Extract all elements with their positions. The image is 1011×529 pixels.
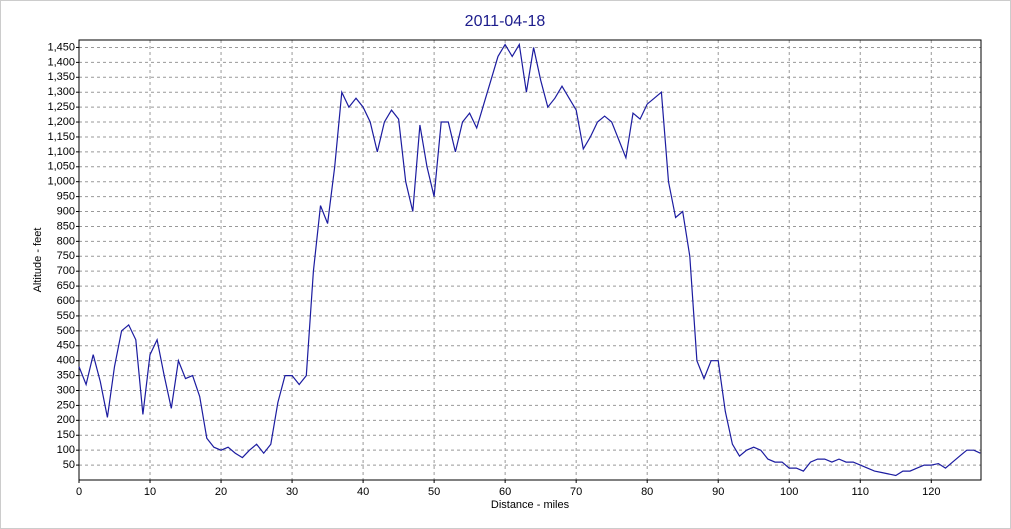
x-axis-label: Distance - miles	[491, 499, 570, 511]
y-tick-label: 650	[57, 280, 75, 292]
chart-title: 2011-04-18	[465, 13, 546, 30]
y-tick-label: 400	[57, 355, 75, 367]
x-tick-label: 10	[144, 486, 156, 498]
y-tick-label: 150	[57, 429, 75, 441]
y-tick-label: 350	[57, 369, 75, 381]
y-tick-label: 300	[57, 384, 75, 396]
y-tick-label: 500	[57, 325, 75, 337]
y-tick-label: 200	[57, 414, 75, 426]
x-tick-label: 110	[851, 486, 869, 498]
y-tick-label: 950	[57, 191, 75, 203]
y-tick-label: 1,200	[47, 116, 75, 128]
x-tick-label: 50	[428, 486, 440, 498]
y-tick-label: 100	[57, 444, 75, 456]
x-tick-label: 100	[780, 486, 798, 498]
y-axis-label: Altitude - feet	[32, 228, 44, 293]
y-tick-label: 1,300	[47, 86, 75, 98]
x-tick-label: 60	[499, 486, 511, 498]
y-tick-label: 1,400	[47, 56, 75, 68]
x-tick-label: 120	[922, 486, 940, 498]
y-tick-label: 1,350	[47, 71, 75, 83]
y-tick-label: 600	[57, 295, 75, 307]
x-tick-label: 30	[286, 486, 298, 498]
y-tick-label: 1,150	[47, 131, 75, 143]
x-tick-label: 40	[357, 486, 369, 498]
x-tick-label: 80	[641, 486, 653, 498]
y-tick-label: 1,450	[47, 41, 75, 53]
y-tick-label: 850	[57, 220, 75, 232]
y-tick-label: 1,250	[47, 101, 75, 113]
y-tick-label: 700	[57, 265, 75, 277]
y-tick-label: 550	[57, 310, 75, 322]
y-tick-label: 1,050	[47, 161, 75, 173]
x-tick-label: 70	[570, 486, 582, 498]
plot-area	[78, 39, 982, 481]
x-tick-label: 20	[215, 486, 227, 498]
y-tick-label: 250	[57, 399, 75, 411]
x-tick-label: 90	[712, 486, 724, 498]
y-tick-label: 750	[57, 250, 75, 262]
y-tick-label: 900	[57, 205, 75, 217]
line	[78, 42, 981, 477]
y-tick-label: 50	[63, 459, 75, 471]
x-tick-label: 0	[76, 486, 82, 498]
y-tick-label: 1,100	[47, 146, 75, 158]
y-tick-label: 450	[57, 340, 75, 352]
y-tick-label: 800	[57, 235, 75, 247]
y-tick-label: 1,000	[47, 176, 75, 188]
